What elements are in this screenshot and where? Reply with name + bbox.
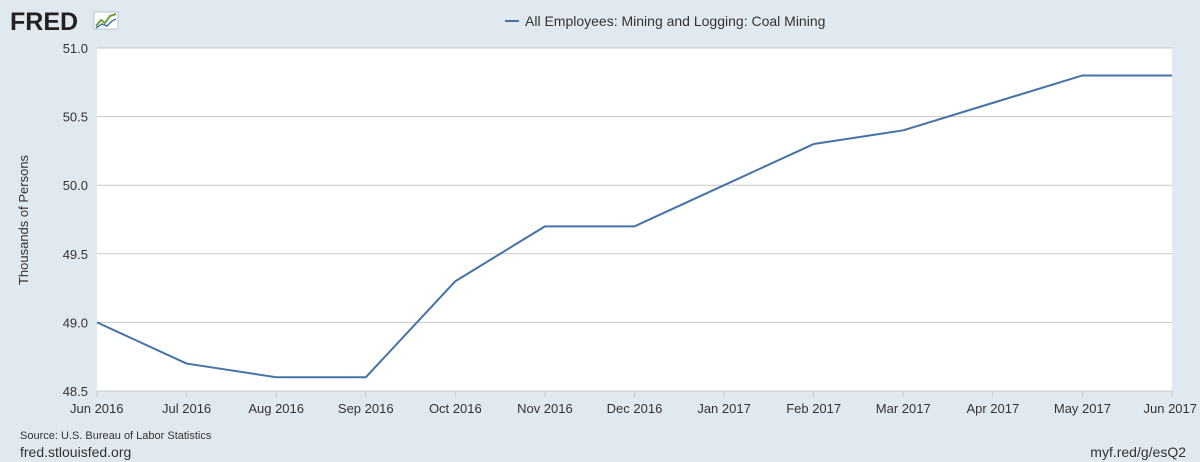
y-tick-label: 50.0 bbox=[63, 178, 88, 193]
legend-label: All Employees: Mining and Logging: Coal … bbox=[525, 13, 825, 29]
x-tick-label: Jun 2017 bbox=[1144, 401, 1198, 416]
y-tick-label: 50.5 bbox=[63, 110, 88, 125]
legend: All Employees: Mining and Logging: Coal … bbox=[505, 13, 825, 29]
gridlines bbox=[96, 47, 1173, 397]
y-axis-label: Thousands of Persons bbox=[16, 154, 31, 285]
source-text: Source: U.S. Bureau of Labor Statistics bbox=[20, 430, 212, 442]
site-link[interactable]: fred.stlouisfed.org bbox=[20, 444, 131, 460]
plot-area bbox=[97, 48, 1172, 391]
x-tick-label: Mar 2017 bbox=[876, 401, 931, 416]
y-tick-label: 49.5 bbox=[63, 247, 88, 262]
y-axis-tick-labels: 48.5 49.0 49.5 50.0 50.5 51.0 bbox=[63, 41, 88, 399]
fred-logo[interactable]: FRED bbox=[10, 8, 119, 36]
x-tick-label: Jan 2017 bbox=[697, 401, 751, 416]
x-tick-label: Sep 2016 bbox=[338, 401, 394, 416]
x-axis-tick-labels: Jun 2016 Jul 2016 Aug 2016 Sep 2016 Oct 2016… bbox=[70, 401, 1197, 416]
series-line bbox=[96, 74, 1172, 379]
y-tick-label: 51.0 bbox=[63, 41, 88, 56]
x-tick-label: Dec 2016 bbox=[607, 401, 663, 416]
y-tick-label: 49.0 bbox=[63, 315, 88, 330]
x-tick-label: Jul 2016 bbox=[162, 401, 211, 416]
x-tick-label: Apr 2017 bbox=[966, 401, 1019, 416]
short-url-link[interactable]: myf.red/g/esQ2 bbox=[1090, 444, 1186, 460]
series-group bbox=[96, 74, 1172, 379]
x-tick-label: May 2017 bbox=[1054, 401, 1111, 416]
fred-logo-graph-icon bbox=[93, 11, 119, 30]
x-tick-label: Jun 2016 bbox=[70, 401, 124, 416]
x-tick-label: Oct 2016 bbox=[429, 401, 482, 416]
x-tick-label: Aug 2016 bbox=[248, 401, 304, 416]
x-tick-label: Nov 2016 bbox=[517, 401, 573, 416]
x-tick-label: Feb 2017 bbox=[786, 401, 841, 416]
fred-logo-text: FRED bbox=[10, 8, 78, 36]
y-tick-label: 48.5 bbox=[63, 384, 88, 399]
